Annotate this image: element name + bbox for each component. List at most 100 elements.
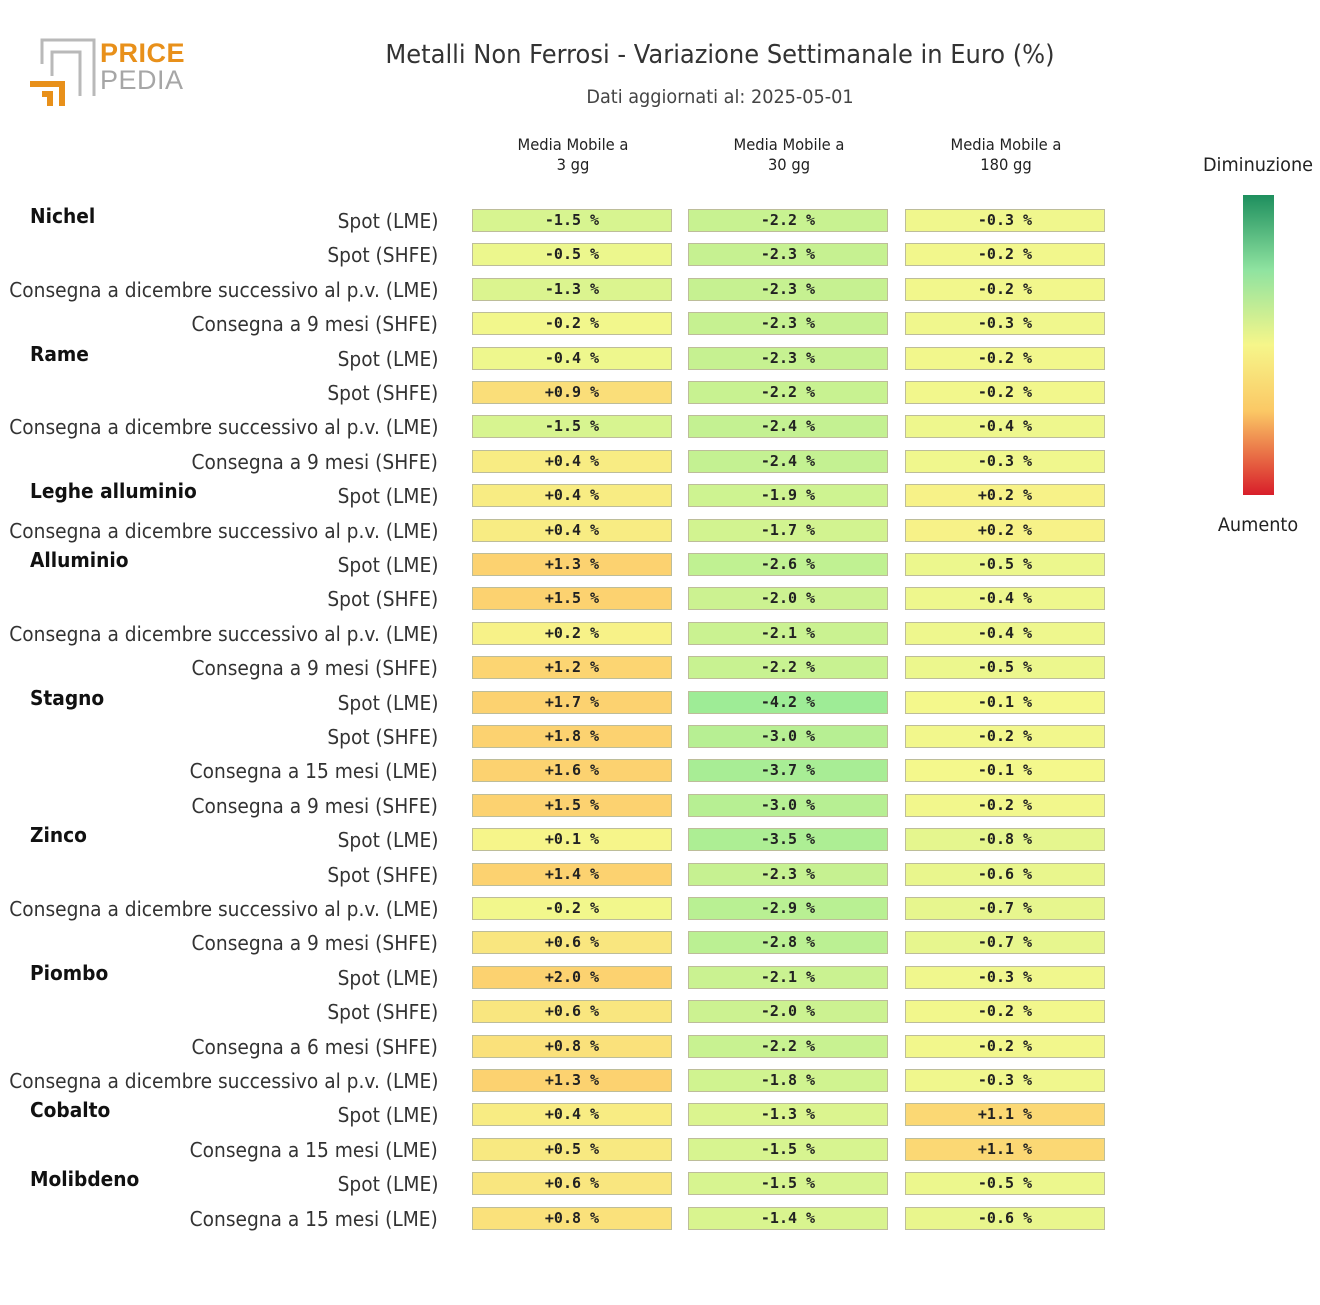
heatmap-cell: -1.5 % [688,1137,888,1161]
heatmap-cell: +0.4 % [472,1103,672,1127]
row-label: Consegna a 9 mesi (SHFE) [191,312,438,337]
heatmap-cell: -1.5 % [472,209,672,232]
heatmap-cell: -0.2 % [905,346,1105,370]
row-label: Spot (LME) [337,346,438,371]
heatmap-cell: -1.3 % [472,277,672,301]
group-label: Cobalto [30,1098,111,1123]
heatmap-cell: -0.2 % [472,897,672,920]
heatmap-cell: -0.7 % [905,931,1105,955]
column-header-1: Media Mobile a 30 gg [733,135,845,174]
column-header-2: Media Mobile a 180 gg [950,135,1062,174]
row-label: Spot (LME) [337,965,438,990]
row-label: Consegna a 9 mesi (SHFE) [191,931,438,956]
heatmap-cell: -2.8 % [688,931,888,955]
group-label: Piombo [30,960,109,985]
heatmap-cell: +1.2 % [472,656,672,680]
heatmap-cell: +2.0 % [472,965,672,989]
row-label: Consegna a 15 mesi (LME) [189,1206,438,1231]
heatmap-cell: -0.1 % [905,759,1105,783]
logo-word-price: PRICE [100,38,186,68]
heatmap-cell: -2.3 % [688,346,888,370]
heatmap-cell: +0.5 % [472,1137,672,1161]
heatmap-cell: -2.4 % [688,415,888,439]
heatmap-cell: -0.6 % [905,862,1105,886]
row-label: Consegna a 9 mesi (SHFE) [191,793,438,818]
group-label: Zinco [30,823,87,848]
heatmap-cell: -4.2 % [688,690,888,714]
heatmap-cell: -1.5 % [472,415,672,439]
row-label: Spot (SHFE) [327,862,438,887]
heatmap-cell: -2.3 % [688,312,888,336]
heatmap-cell: -0.2 % [905,1000,1105,1024]
heatmap-cell: -2.3 % [688,243,888,267]
row-label: Consegna a dicembre successivo al p.v. (… [8,1069,438,1093]
heatmap-cell: -0.2 % [472,312,672,336]
heatmap-cell: +0.4 % [472,449,672,473]
heatmap-cell: -3.5 % [688,828,888,852]
heatmap-cell: -0.3 % [905,312,1105,336]
heatmap-cell: +1.7 % [472,690,672,714]
heatmap-cell: +0.4 % [472,518,672,542]
heatmap-cell: -0.2 % [905,381,1105,404]
group-label: Stagno [30,685,105,710]
heatmap-cell: +1.5 % [472,587,672,611]
heatmap-cell: -3.0 % [688,793,888,817]
row-label: Consegna a 9 mesi (SHFE) [191,449,438,474]
heatmap-cell: +0.1 % [472,828,672,852]
heatmap-cell: +0.6 % [472,931,672,955]
heatmap-cell: +1.6 % [472,759,672,783]
heatmap-cell: +0.8 % [472,1034,672,1058]
heatmap-cell: -2.0 % [688,1000,888,1024]
heatmap-cell: -0.2 % [905,243,1105,267]
heatmap-cell: -1.5 % [688,1172,888,1196]
heatmap-cell: -1.8 % [688,1069,888,1092]
row-label: Consegna a dicembre successivo al p.v. (… [8,277,438,302]
heatmap-cell: -0.3 % [905,209,1105,232]
row-label: Spot (SHFE) [327,381,438,405]
heatmap-cell: -0.6 % [905,1206,1105,1230]
chart-title: Metalli Non Ferrosi - Variazione Settima… [385,40,1055,70]
heatmap-cell: -0.1 % [905,690,1105,714]
heatmap-cell: -0.4 % [472,346,672,370]
group-label: Molibdeno [30,1167,140,1192]
heatmap-cell: +1.1 % [905,1137,1105,1161]
heatmap-cell: -0.2 % [905,1034,1105,1058]
logo-word-pedia: PEDIA [100,65,184,95]
heatmap-cell: -2.2 % [688,1034,888,1058]
row-label: Spot (SHFE) [327,587,438,612]
heatmap-cell: -2.1 % [688,621,888,645]
row-label: Spot (LME) [337,1172,438,1197]
heatmap-cell: -0.7 % [905,897,1105,920]
row-label: Consegna a dicembre successivo al p.v. (… [8,518,438,543]
row-label: Consegna a dicembre successivo al p.v. (… [8,621,438,646]
heatmap-cell: -1.3 % [688,1103,888,1127]
heatmap-cell: -1.9 % [688,484,888,508]
heatmap-cell: -0.5 % [472,243,672,267]
heatmap-cell: -2.9 % [688,897,888,920]
heatmap-cell: -0.4 % [905,621,1105,645]
heatmap-cell: -0.5 % [905,1172,1105,1196]
heatmap-cell: +0.9 % [472,381,672,404]
heatmap-cell: -1.7 % [688,518,888,542]
group-label: Nichel [30,204,96,228]
pricepedia-logo: PRICE PEDIA [28,36,188,112]
heatmap-cell: +1.5 % [472,793,672,817]
heatmap-cell: -0.2 % [905,725,1105,748]
heatmap-cell: +0.2 % [472,621,672,645]
pricepedia-logo-icon [30,38,96,106]
row-label: Spot (SHFE) [327,1000,438,1025]
heatmap-cell: +0.6 % [472,1000,672,1024]
heatmap-cell: -0.4 % [905,415,1105,439]
row-label: Spot (LME) [337,553,438,577]
heatmap-cell: -1.4 % [688,1206,888,1230]
row-label: Spot (LME) [337,690,438,715]
heatmap-cell: +1.8 % [472,725,672,748]
row-label: Spot (LME) [337,828,438,853]
heatmap-cell: +1.3 % [472,1069,672,1092]
heatmap-cell: -0.5 % [905,656,1105,680]
heatmap-cell: -3.7 % [688,759,888,783]
row-label: Spot (LME) [337,484,438,509]
chart-subtitle: Dati aggiornati al: 2025-05-01 [586,86,854,108]
row-label: Consegna a 15 mesi (LME) [189,1137,438,1162]
